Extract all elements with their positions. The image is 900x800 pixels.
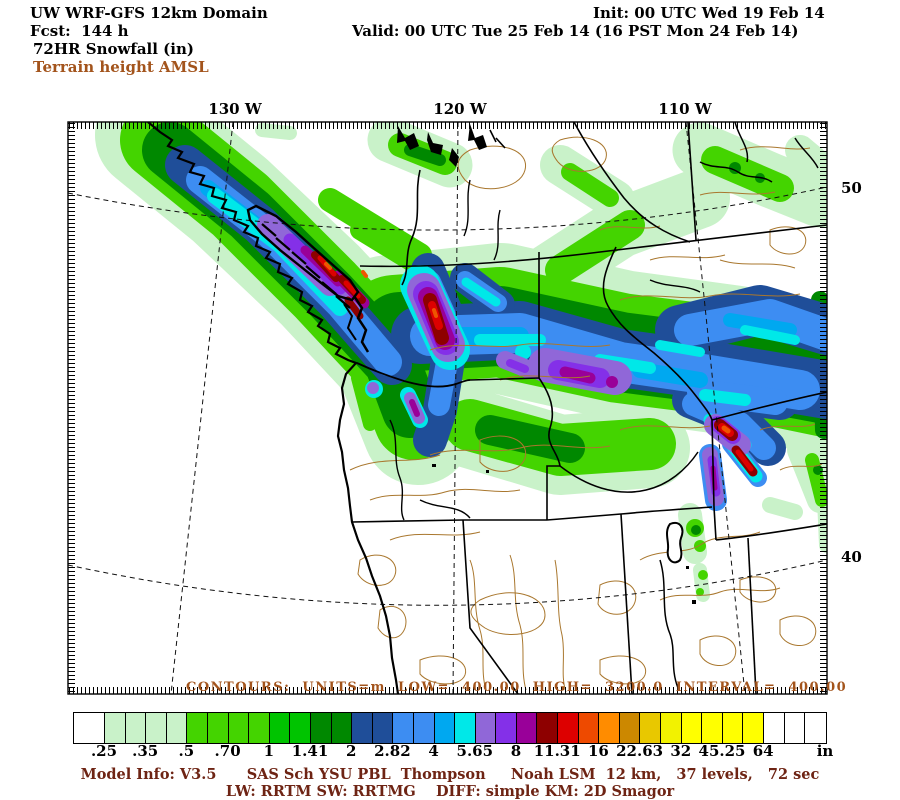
colorbar-cell: [207, 713, 229, 743]
colorbar-cell: [290, 713, 311, 743]
colorbar-cell: [434, 713, 456, 743]
colorbar-tick-label: 4: [428, 742, 439, 760]
graticule: [68, 122, 827, 694]
colorbar-cell: [619, 713, 641, 743]
colorbar-cell: [74, 713, 105, 743]
colorbar-cell: [166, 713, 188, 743]
colorbar-tick-label: 8: [510, 742, 522, 760]
colorbar-cell: [516, 713, 538, 743]
colorbar-tick-label: 16: [587, 742, 609, 760]
colorbar-unit: in: [816, 742, 834, 760]
colorbar-tick-label: .25: [90, 742, 118, 760]
terrain-contours: [349, 136, 823, 693]
init-time: Init: 00 UTC Wed 19 Feb 14: [593, 4, 825, 22]
colorbar-cell: [125, 713, 147, 743]
colorbar-cell: [558, 713, 579, 743]
colorbar-cell: [331, 713, 353, 743]
lat-tick-label: 50: [841, 179, 862, 197]
colorbar-tick-label: 2: [345, 742, 357, 760]
colorbar-cell: [743, 713, 764, 743]
colorbar-tick-label: 5.65: [456, 742, 494, 760]
colorbar-cell: [661, 713, 682, 743]
product-name: 72HR Snowfall (in): [33, 40, 194, 58]
page-title: UW WRF-GFS 12km Domain: [30, 4, 268, 22]
colorbar-cell: [475, 713, 497, 743]
colorbar-cell: [105, 713, 126, 743]
colorbar-cell: [228, 713, 250, 743]
colorbar-cell: [681, 713, 703, 743]
geography: [147, 122, 827, 694]
colorbar-cell: [455, 713, 476, 743]
colorbar-tick-label: 64: [752, 742, 774, 760]
lat-tick-label: 40: [841, 548, 862, 566]
colorbar-cell: [393, 713, 414, 743]
colorbar-tick-label: 1: [263, 742, 275, 760]
overlay-name: Terrain height AMSL: [33, 58, 209, 76]
colorbar-cell: [764, 713, 785, 743]
colorbar-cell: [702, 713, 723, 743]
colorbar-cell: [537, 713, 559, 743]
colorbar-cell: [372, 713, 394, 743]
model-info-line1: Model Info: V3.5 SAS Sch YSU PBL Thompso…: [80, 766, 820, 783]
colorbar-cell: [784, 713, 806, 743]
colorbar-tick-label: .70: [214, 742, 241, 760]
colorbar-cell: [599, 713, 620, 743]
colorbar-cell: [413, 713, 435, 743]
colorbar-cell: [269, 713, 291, 743]
colorbar-cell: [722, 713, 744, 743]
colorbar-cell: [249, 713, 270, 743]
colorbar-tick-label: .5: [178, 742, 195, 760]
colorbar-cell: [496, 713, 517, 743]
colorbar-labels: .25 .35 .5 .70 1 1.41 2 2.82 4 5.65 8 11.31 16 22.63 3…: [73, 742, 833, 760]
colorbar-tick-label: 1.41: [291, 742, 329, 760]
colorbar-tick-label: 11.31: [533, 742, 581, 760]
map-frame: [67, 121, 828, 695]
model-info-line2: LW: RRTM SW: RRTMG DIFF: simple KM: 2D S…: [225, 783, 675, 800]
contour-info-text: CONTOURS: UNITS=m LOW= 400.00 HIGH= 3200…: [186, 680, 848, 695]
lon-tick-label: 130 W: [208, 100, 262, 118]
lon-tick-label: 110 W: [658, 100, 712, 118]
colorbar-tick-label: 45.25: [698, 742, 746, 760]
colorbar-cell: [640, 713, 662, 743]
lon-tick-label: 120 W: [433, 100, 487, 118]
colorbar-cell: [805, 713, 826, 743]
colorbar-cell: [187, 713, 208, 743]
colorbar-tick-label: 22.63: [616, 742, 664, 760]
colorbar-cell: [310, 713, 332, 743]
colorbar-tick-label: 32: [670, 742, 692, 760]
colorbar-cell: [146, 713, 167, 743]
valid-time: Valid: 00 UTC Tue 25 Feb 14 (16 PST Mon …: [352, 22, 799, 40]
colorbar-tick-label: 2.82: [374, 742, 411, 760]
snowfall-colorbar: [73, 712, 827, 744]
colorbar-cell: [352, 713, 373, 743]
forecast-hour: Fcst: 144 h: [30, 22, 129, 40]
colorbar-cell: [578, 713, 600, 743]
colorbar-tick-label: .35: [132, 742, 159, 760]
